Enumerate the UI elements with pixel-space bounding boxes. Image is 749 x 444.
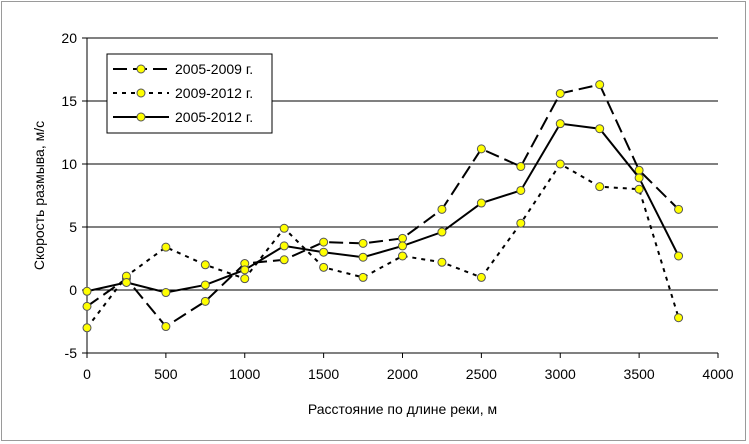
legend-label: 2005-2009 г. xyxy=(175,61,253,77)
x-tick-label: 500 xyxy=(154,366,178,382)
y-tick-label: -5 xyxy=(65,345,78,361)
data-point xyxy=(437,204,447,214)
data-point xyxy=(161,322,171,332)
data-point xyxy=(279,241,289,251)
legend-item: 2009-2012 г. xyxy=(113,85,253,101)
data-point xyxy=(476,198,486,208)
data-point xyxy=(358,252,368,262)
y-tick-label: 0 xyxy=(69,282,77,298)
data-point xyxy=(240,265,250,275)
data-point xyxy=(398,241,407,251)
data-point xyxy=(121,277,131,287)
data-point xyxy=(319,237,329,247)
data-point xyxy=(82,286,92,296)
data-point xyxy=(555,88,565,98)
series-line xyxy=(86,162,680,329)
data-point xyxy=(516,185,526,195)
data-point xyxy=(634,173,644,183)
data-point xyxy=(398,233,407,243)
data-point xyxy=(555,119,565,129)
legend-label: 2005-2012 г. xyxy=(175,109,253,125)
x-tick-label: 3500 xyxy=(624,366,655,382)
data-point xyxy=(82,323,92,333)
data-point xyxy=(358,272,368,282)
data-point xyxy=(674,204,684,214)
tick-labels: -5 0 5 10 15 20 0 500 1000 1500 2000 2500 3000 3500 40… xyxy=(61,30,733,382)
x-tick-label: 2000 xyxy=(387,366,418,382)
data-point xyxy=(200,296,210,306)
y-tick-label: 10 xyxy=(61,156,77,172)
series-line xyxy=(86,122,680,294)
data-point xyxy=(555,159,565,169)
legend-item: 2005-2012 г. xyxy=(113,109,253,125)
y-tick-label: 15 xyxy=(61,93,77,109)
x-tick-label: 2500 xyxy=(466,366,497,382)
data-point xyxy=(200,280,210,290)
data-point xyxy=(437,227,447,237)
data-point xyxy=(358,238,368,248)
legend-swatch-marker xyxy=(136,88,146,98)
data-point xyxy=(595,182,605,192)
axes xyxy=(82,37,719,358)
data-point xyxy=(240,274,250,284)
x-tick-label: 3000 xyxy=(545,366,576,382)
legend-items: 2005-2009 г. 2009-2012 г. 2005-2012 г. xyxy=(113,61,253,125)
y-axis-title: Скорость размыва, м/с xyxy=(31,121,47,270)
data-point xyxy=(476,144,486,154)
series-group xyxy=(82,80,684,333)
data-point xyxy=(319,247,329,257)
data-point xyxy=(634,184,644,194)
data-point xyxy=(200,260,210,270)
data-point xyxy=(437,257,447,267)
data-point xyxy=(279,255,289,265)
series-line xyxy=(86,83,680,328)
x-tick-label: 4000 xyxy=(702,366,733,382)
data-point xyxy=(674,251,684,261)
legend-swatch-marker xyxy=(136,112,146,122)
data-point xyxy=(279,223,289,233)
data-point xyxy=(161,242,171,252)
data-point xyxy=(476,272,486,282)
y-tick-label: 5 xyxy=(69,219,77,235)
legend: 2005-2009 г. 2009-2012 г. 2005-2012 г. xyxy=(106,53,273,134)
data-point xyxy=(161,288,171,298)
legend-label: 2009-2012 г. xyxy=(175,85,253,101)
data-point xyxy=(398,251,407,261)
x-axis-title: Расстояние по длине реки, м xyxy=(308,401,497,417)
data-point xyxy=(516,162,526,172)
data-point xyxy=(82,301,92,311)
x-tick-label: 0 xyxy=(83,366,91,382)
legend-swatch-marker xyxy=(136,64,146,74)
data-point xyxy=(595,80,605,90)
series-3 xyxy=(82,119,684,298)
data-point xyxy=(595,124,605,134)
y-tick-label: 20 xyxy=(61,30,77,46)
legend-item: 2005-2009 г. xyxy=(113,61,253,77)
series-2 xyxy=(82,159,684,333)
data-point xyxy=(319,262,329,272)
x-tick-label: 1500 xyxy=(308,366,339,382)
x-tick-label: 1000 xyxy=(229,366,260,382)
data-point xyxy=(516,218,526,228)
data-point xyxy=(674,313,684,323)
